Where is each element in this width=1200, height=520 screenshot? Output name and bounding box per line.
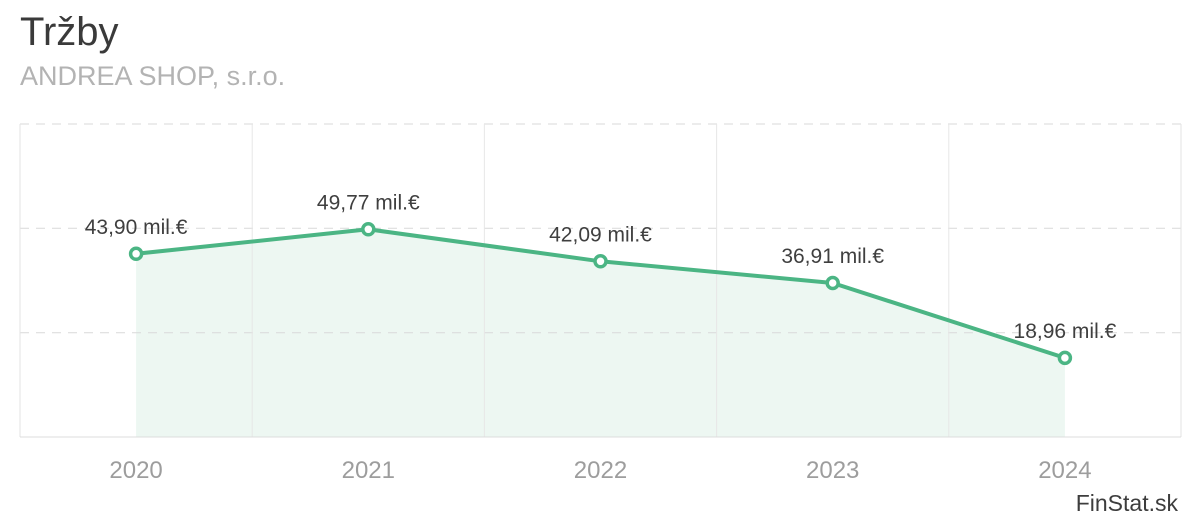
company-name: ANDREA SHOP, s.r.o. [20,61,286,91]
x-axis-label: 2021 [342,457,395,484]
data-point-label: 18,96 mil.€ [1014,320,1117,343]
page-title: Tržby [20,10,119,54]
data-point-label: 42,09 mil.€ [549,223,652,246]
x-axis-label: 2022 [574,457,627,484]
x-axis-label: 2020 [109,457,162,484]
data-point-label: 49,77 mil.€ [317,191,420,214]
data-point-marker[interactable] [361,222,376,237]
x-axis-label: 2023 [806,457,859,484]
data-point-label: 36,91 mil.€ [781,245,884,268]
data-point-label: 43,90 mil.€ [85,216,188,239]
finstat-watermark: FinStat.sk [1075,490,1178,516]
data-point-marker[interactable] [825,275,840,291]
data-point-marker[interactable] [593,254,608,269]
data-point-marker[interactable] [128,246,144,262]
x-axis-label: 2024 [1038,457,1091,484]
data-point-marker[interactable] [1057,350,1073,366]
